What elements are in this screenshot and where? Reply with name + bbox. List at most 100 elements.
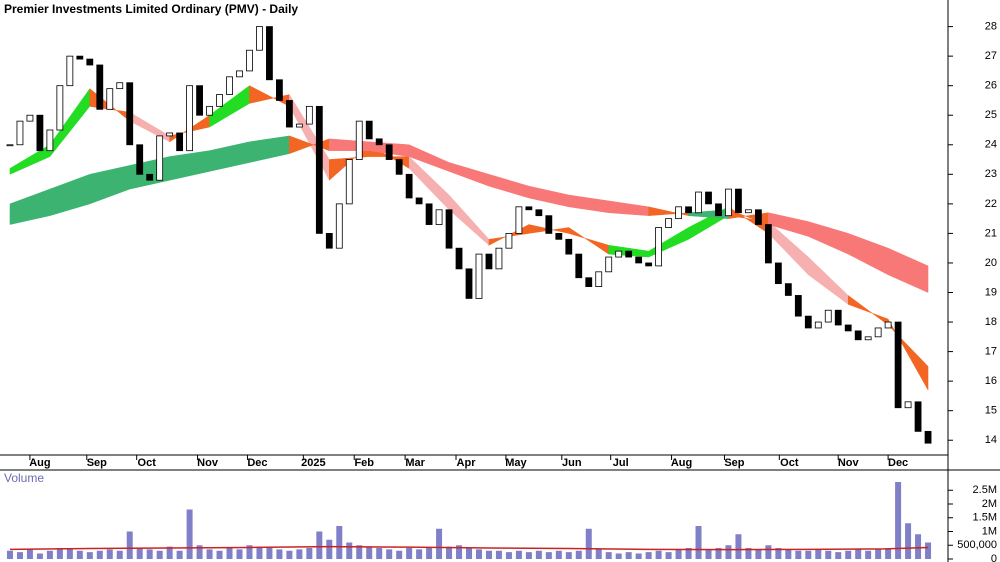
chart-title: Premier Investments Limited Ordinary (PM…	[4, 2, 298, 16]
x-tick-label: Jun	[562, 457, 582, 469]
y-tick-label: 25	[985, 109, 997, 121]
x-tick-label: Mar	[405, 457, 425, 469]
candle	[625, 250, 633, 258]
candle	[315, 105, 323, 234]
volume-y-tick-label: 1M	[982, 525, 997, 537]
volume-bar	[346, 542, 353, 559]
candle	[335, 203, 343, 249]
candle	[166, 132, 174, 137]
candle	[475, 253, 483, 299]
x-tick-label: Jul	[613, 457, 629, 469]
volume-bar	[775, 548, 782, 559]
candle	[186, 85, 194, 152]
volume-bar	[236, 549, 243, 559]
volume-bar	[795, 550, 802, 559]
ribbon-segment	[887, 247, 929, 293]
volume-bar	[765, 545, 772, 559]
volume-bar	[186, 509, 193, 559]
candle	[345, 159, 353, 205]
candle	[884, 321, 892, 329]
candle	[385, 144, 393, 160]
volume-bar	[176, 550, 183, 559]
candle	[705, 191, 712, 205]
candle	[725, 188, 732, 217]
volume-bar	[446, 546, 453, 559]
candle	[904, 401, 912, 409]
volume-bar	[366, 546, 373, 559]
volume-bar	[485, 550, 492, 559]
x-tick-label: 2025	[301, 457, 325, 469]
candle	[266, 26, 273, 81]
candle	[365, 120, 373, 140]
volume-bar	[376, 548, 383, 559]
volume-bar	[66, 549, 73, 559]
volume-bar	[226, 548, 233, 559]
x-tick-label: Sep	[87, 457, 107, 469]
x-tick-label: Oct	[138, 457, 157, 469]
volume-bar	[865, 550, 872, 559]
candle	[844, 324, 852, 332]
volume-bar	[835, 552, 842, 559]
candle	[655, 227, 663, 267]
volume-bar	[475, 549, 482, 559]
candle	[146, 173, 154, 181]
candle	[256, 26, 263, 51]
volume-bar	[316, 531, 323, 559]
volume-bar	[156, 550, 163, 559]
volume-bar	[595, 549, 602, 559]
candle	[914, 401, 922, 432]
volume-bar	[306, 548, 313, 559]
candle	[585, 277, 593, 287]
candle	[745, 209, 752, 214]
y-tick-label: 28	[985, 20, 997, 32]
volume-title: Volume	[4, 471, 44, 485]
volume-bar	[735, 534, 742, 559]
volume-bar	[645, 552, 652, 559]
candle	[126, 82, 134, 146]
volume-bar	[46, 550, 53, 559]
y-tick-label: 22	[985, 198, 997, 210]
volume-bar	[126, 531, 133, 559]
candle	[86, 58, 94, 66]
candle	[6, 144, 14, 147]
candle	[755, 209, 762, 225]
candle	[515, 206, 523, 234]
candle	[375, 138, 383, 146]
candle	[535, 209, 543, 217]
candle	[415, 197, 423, 205]
volume-bar	[665, 552, 672, 559]
y-tick-label: 16	[985, 375, 997, 387]
volume-bar	[266, 548, 273, 559]
candle	[784, 283, 792, 296]
x-tick-label: Sep	[724, 457, 744, 469]
candle	[305, 105, 313, 125]
volume-bar	[256, 546, 263, 559]
x-tick-label: Nov	[197, 457, 219, 469]
volume-bar	[96, 550, 103, 559]
candle	[325, 233, 333, 249]
volume-average	[9, 545, 929, 551]
candle	[116, 82, 124, 90]
volume-bar	[625, 552, 632, 559]
candle	[685, 206, 692, 214]
volume-bar	[635, 553, 642, 559]
candle	[216, 94, 223, 107]
candle	[295, 123, 303, 128]
volume-bar	[675, 549, 682, 559]
candle	[675, 206, 682, 220]
candle	[206, 105, 213, 116]
candle	[176, 132, 184, 152]
volume-bar	[505, 552, 512, 559]
volume-y-tick-label: 0	[991, 553, 997, 562]
candle	[246, 49, 253, 72]
candle	[635, 256, 643, 264]
volume-bar	[26, 549, 33, 559]
candle	[565, 238, 573, 255]
candle	[834, 309, 842, 326]
volume-bar	[815, 549, 822, 559]
candle	[695, 191, 702, 214]
volume-bar	[905, 523, 912, 559]
volume-bar	[545, 552, 552, 559]
